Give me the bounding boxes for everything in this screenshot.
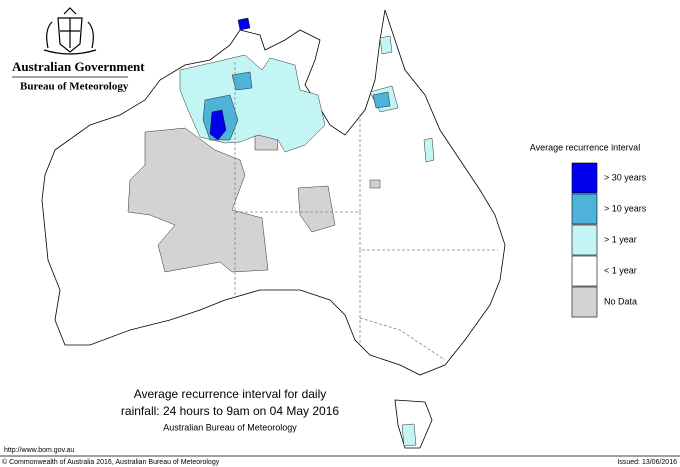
legend-label: No Data	[604, 296, 637, 306]
no-data-area	[297, 185, 336, 233]
over-30-years-area	[209, 109, 227, 141]
footer-copyright: © Commonwealth of Australia 2016, Austra…	[2, 458, 220, 466]
caption-line: Australian Bureau of Meteorology	[163, 422, 297, 432]
legend-swatch	[571, 224, 598, 256]
caption-line: rainfall: 24 hours to 9am on 04 May 2016	[121, 404, 339, 418]
government-name: Australian Government	[12, 59, 145, 74]
legend-label: > 30 years	[604, 172, 647, 182]
over-1-year-area	[423, 137, 435, 163]
map	[41, 9, 506, 449]
no-data-area	[369, 179, 381, 189]
legend: > 30 years > 10 years > 1 year < 1 year No D…	[571, 162, 647, 318]
footer-issued: Issued: 13/06/2016	[617, 459, 677, 466]
over-30-years-area	[237, 17, 251, 31]
legend-swatch	[571, 255, 598, 287]
no-data-area	[127, 127, 269, 273]
legend-swatch	[571, 162, 598, 194]
legend-label: < 1 year	[604, 265, 637, 275]
over-1-year-area	[401, 423, 417, 447]
legend-title: Average recurrence interval	[530, 142, 640, 152]
over-1-year-area	[379, 35, 393, 55]
footer-url: http://www.bom.gov.au	[4, 447, 74, 454]
legend-swatch	[571, 193, 598, 225]
legend-label: > 10 years	[604, 203, 647, 213]
crest	[43, 7, 97, 55]
caption-line: Average recurrence interval for daily	[134, 387, 327, 401]
state-border	[359, 317, 446, 361]
legend-label: > 1 year	[604, 234, 637, 244]
over-10-years-area	[372, 91, 391, 109]
legend-swatch	[571, 286, 598, 318]
agency-name: Bureau of Meteorology	[20, 81, 129, 93]
